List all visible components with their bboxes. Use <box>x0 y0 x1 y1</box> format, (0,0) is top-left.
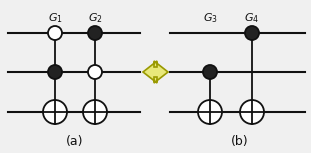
Circle shape <box>48 65 62 79</box>
Text: $G_{3}$: $G_{3}$ <box>202 11 217 25</box>
Polygon shape <box>143 61 168 83</box>
Circle shape <box>198 100 222 124</box>
Text: $G_{1}$: $G_{1}$ <box>48 11 63 25</box>
Circle shape <box>240 100 264 124</box>
Circle shape <box>48 26 62 40</box>
Text: (a): (a) <box>66 136 84 149</box>
Circle shape <box>88 26 102 40</box>
Circle shape <box>43 100 67 124</box>
Text: $G_{2}$: $G_{2}$ <box>88 11 102 25</box>
Text: (b): (b) <box>231 136 249 149</box>
Circle shape <box>88 65 102 79</box>
Circle shape <box>203 65 217 79</box>
Circle shape <box>83 100 107 124</box>
Text: $G_{4}$: $G_{4}$ <box>244 11 260 25</box>
Circle shape <box>245 26 259 40</box>
